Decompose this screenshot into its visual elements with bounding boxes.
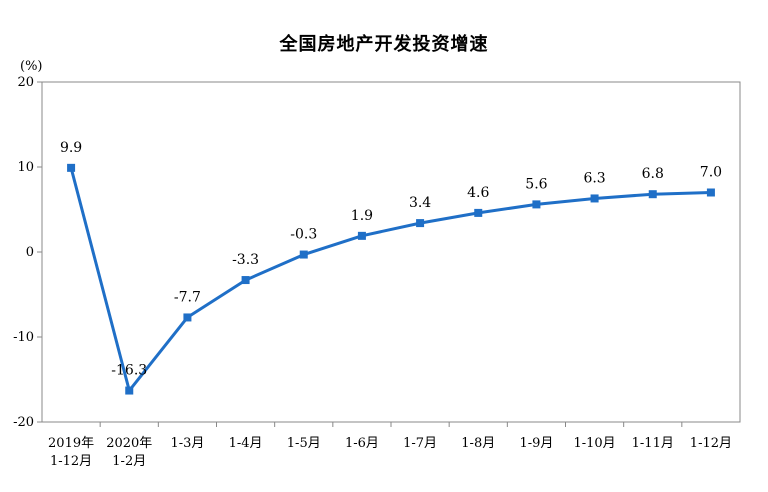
y-axis-unit: (%) <box>20 59 43 74</box>
x-tick-label: 1-4月 <box>229 436 263 451</box>
y-tick-label: 0 <box>26 245 34 260</box>
x-tick-label: 1-2月 <box>112 454 146 469</box>
data-point <box>299 250 308 259</box>
data-point <box>241 276 250 285</box>
x-tick-label: 1-9月 <box>519 436 553 451</box>
series-line <box>69 167 711 393</box>
y-tick-label: -10 <box>13 330 34 345</box>
data-label: -3.3 <box>232 252 259 268</box>
data-point <box>648 190 657 199</box>
data-label: 9.9 <box>60 140 82 156</box>
data-label: 5.6 <box>525 176 547 192</box>
data-label: 7.0 <box>700 165 722 181</box>
y-tick-label: -20 <box>13 415 34 430</box>
data-point <box>532 200 541 209</box>
data-label: -0.3 <box>290 227 317 243</box>
data-point <box>67 163 76 172</box>
data-label: 1.9 <box>351 208 373 224</box>
data-point <box>125 386 134 395</box>
x-tick-label: 1-12月 <box>690 436 732 451</box>
y-tick-label: 20 <box>17 75 34 90</box>
x-tick-label: 1-8月 <box>461 436 495 451</box>
x-axis-ticks: 2019年 1-12月 2020年 1-2月 1-3月 1-4月 1-5月 1-6月 1-7月 1… <box>48 422 732 469</box>
x-tick-label: 1-7月 <box>403 436 437 451</box>
y-tick-label: 10 <box>17 160 34 175</box>
data-point <box>357 231 366 240</box>
data-label: -7.7 <box>174 289 201 305</box>
x-tick-label: 1-5月 <box>287 436 321 451</box>
data-point <box>474 208 483 217</box>
x-tick-label: 1-3月 <box>170 436 204 451</box>
data-point <box>590 194 599 203</box>
data-point <box>416 219 425 228</box>
x-tick-label: 2019年 <box>48 436 94 451</box>
x-tick-label: 1-11月 <box>632 436 674 451</box>
data-point <box>183 313 192 322</box>
data-label: 6.3 <box>583 170 605 186</box>
x-tick-label: 1-6月 <box>345 436 379 451</box>
data-labels: 9.9 -16.3 -7.7 -3.3 -0.3 1.9 3.4 4.6 5.6 6.3 6.8 7.… <box>60 140 722 379</box>
data-markers <box>67 163 715 395</box>
data-label: 6.8 <box>642 166 664 182</box>
y-axis-ticks: -20 -10 0 10 20 <box>13 75 42 430</box>
chart-title: 全国房地产开发投资增速 <box>279 34 489 55</box>
data-label: -16.3 <box>111 363 147 379</box>
data-label: 3.4 <box>409 195 431 211</box>
x-tick-label: 2020年 <box>106 436 152 451</box>
x-tick-label: 1-10月 <box>573 436 615 451</box>
data-point <box>706 188 715 197</box>
x-tick-label: 1-12月 <box>50 454 92 469</box>
data-label: 4.6 <box>467 185 489 201</box>
